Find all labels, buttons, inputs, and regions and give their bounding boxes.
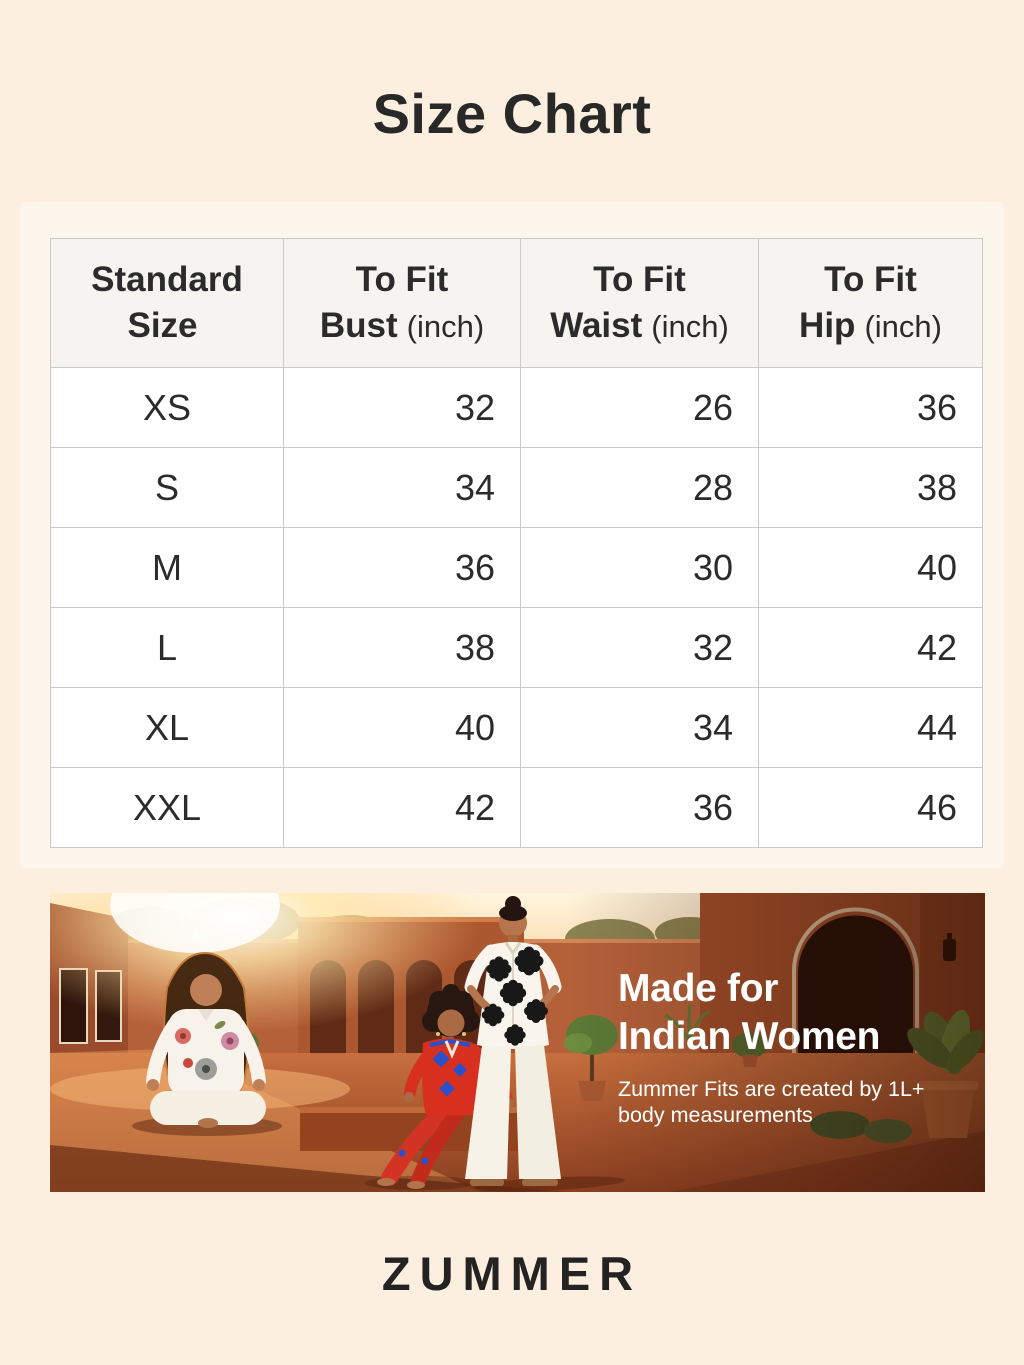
col-header-standard-size: Standard Size	[50, 238, 284, 368]
cell-hip: 40	[758, 527, 983, 608]
cell-bust: 36	[283, 527, 521, 608]
col-header-bust: To Fit Bust (inch)	[283, 238, 521, 368]
cell-waist: 30	[520, 527, 759, 608]
cell-size: M	[50, 527, 284, 608]
cell-size: XS	[50, 367, 284, 448]
woman-middle	[365, 984, 514, 1190]
size-chart-table: Standard Size To Fit Bust (inch) To Fit W…	[50, 238, 983, 848]
banner-subtext-line1: Zummer Fits are created by 1L+	[618, 1077, 925, 1101]
table-row-xl: XL 40 34 44	[50, 687, 983, 768]
table-row-m: M 36 30 40	[50, 527, 983, 608]
cell-hip: 42	[758, 607, 983, 688]
woman-left	[132, 951, 282, 1136]
cell-waist: 28	[520, 447, 759, 528]
woman-right	[464, 896, 625, 1192]
header-row: Standard Size To Fit Bust (inch) To Fit W…	[50, 238, 983, 368]
cell-hip: 44	[758, 687, 983, 768]
page-title: Size Chart	[372, 82, 652, 145]
col-header-waist: To Fit Waist (inch)	[520, 238, 759, 368]
promo-banner: Made for Indian Women Zummer Fits are cr…	[50, 893, 985, 1192]
brand-wordmark: ZUMMER	[381, 1247, 643, 1300]
cell-bust: 42	[283, 767, 521, 848]
cell-size: XXL	[50, 767, 284, 848]
banner-subtext-line2: body measurements	[618, 1103, 813, 1127]
cell-hip: 46	[758, 767, 983, 848]
banner-headline-line2: Indian Women	[618, 1015, 881, 1058]
cell-size: S	[50, 447, 284, 528]
cell-bust: 32	[283, 367, 521, 448]
cell-size: L	[50, 607, 284, 688]
table-row-xs: XS 32 26 36	[50, 367, 983, 448]
cell-size: XL	[50, 687, 284, 768]
cell-hip: 38	[758, 447, 983, 528]
cell-hip: 36	[758, 367, 983, 448]
text-contrast-overlay	[570, 893, 985, 1192]
banner-headline-line1: Made for	[618, 967, 779, 1010]
col-header-hip: To Fit Hip (inch)	[758, 238, 983, 368]
cell-bust: 34	[283, 447, 521, 528]
banner-photo-illustration	[50, 893, 985, 1192]
cell-waist: 32	[520, 607, 759, 688]
banner-text-block: Made for Indian Women Zummer Fits are cr…	[618, 965, 925, 1128]
table-row-s: S 34 28 38	[50, 447, 983, 528]
table-row-l: L 38 32 42	[50, 607, 983, 688]
cell-bust: 40	[283, 687, 521, 768]
cell-bust: 38	[283, 607, 521, 688]
table-row-xxl: XXL 42 36 46	[50, 767, 983, 848]
cell-waist: 36	[520, 767, 759, 848]
cell-waist: 34	[520, 687, 759, 768]
sun-core	[110, 893, 280, 953]
cell-waist: 26	[520, 367, 759, 448]
